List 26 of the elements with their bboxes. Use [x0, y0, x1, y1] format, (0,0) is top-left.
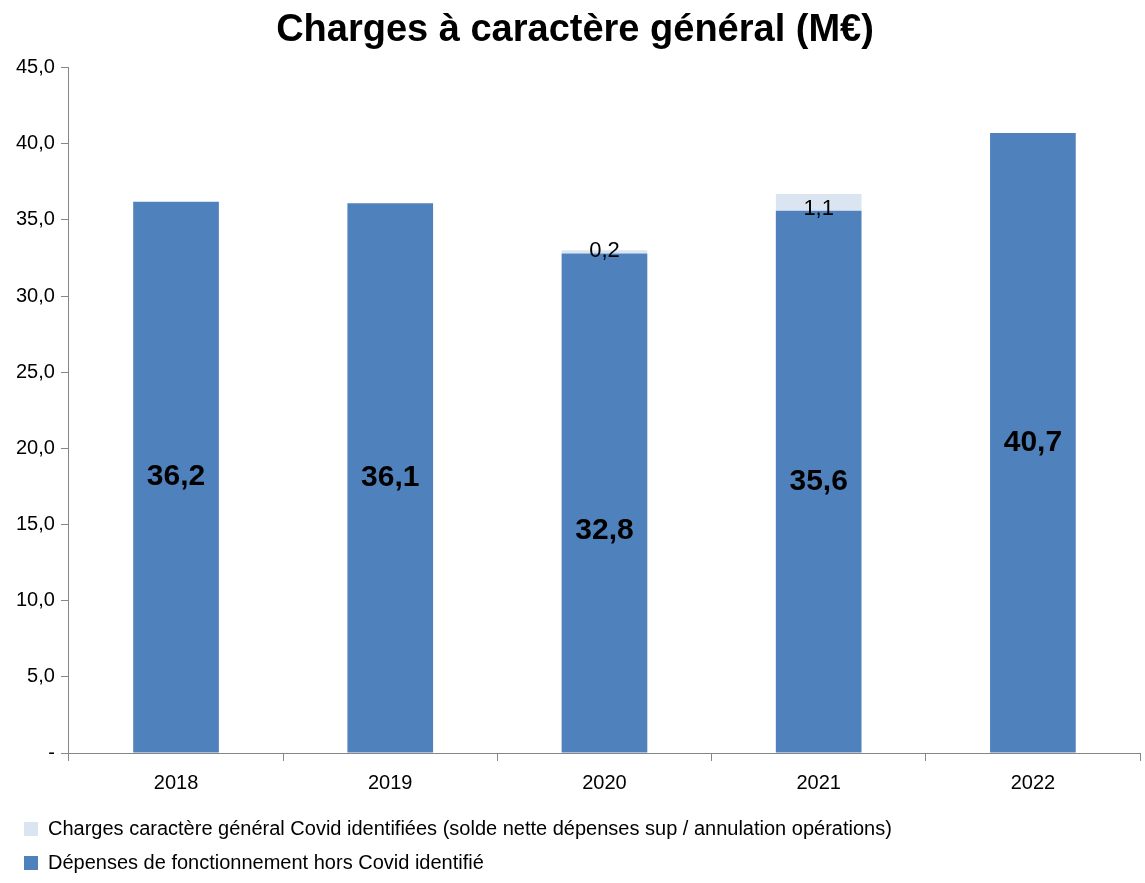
legend-label: Charges caractère général Covid identifiées (solde nette dépenses sup / annulation opérations): [48, 816, 892, 839]
y-tick-label: 35,0: [15, 207, 55, 230]
x-tick-label: 2020: [582, 770, 627, 793]
y-tick-label: 25,0: [15, 359, 55, 382]
y-tick-label: -: [48, 740, 55, 763]
data-label: 36,2: [146, 458, 206, 492]
y-tick-label: 45,0: [15, 55, 55, 78]
legend-label: Dépenses de fonctionnement hors Covid identifié: [48, 850, 484, 873]
data-label: 36,1: [361, 459, 420, 493]
y-tick-label: 30,0: [15, 283, 55, 306]
x-tick-label: 2022: [1010, 770, 1056, 793]
bar: [990, 133, 1076, 753]
data-label: 35,6: [789, 462, 848, 496]
data-label: 32,8: [575, 512, 634, 546]
bar: [347, 203, 434, 753]
x-tick-label: 2018: [153, 770, 199, 793]
y-tick-label: 5,0: [27, 664, 55, 687]
x-tick-label: 2021: [796, 770, 841, 793]
y-tick-label: 20,0: [15, 435, 55, 458]
bar: [133, 201, 219, 753]
data-label: 40,7: [1003, 424, 1063, 458]
chart-title: Charges à caractère général (M€): [276, 7, 874, 50]
x-tick-label: 2019: [368, 770, 413, 793]
y-tick-label: 15,0: [15, 512, 55, 535]
y-tick-label: 10,0: [15, 588, 55, 611]
y-tick-label: 40,0: [15, 131, 55, 154]
